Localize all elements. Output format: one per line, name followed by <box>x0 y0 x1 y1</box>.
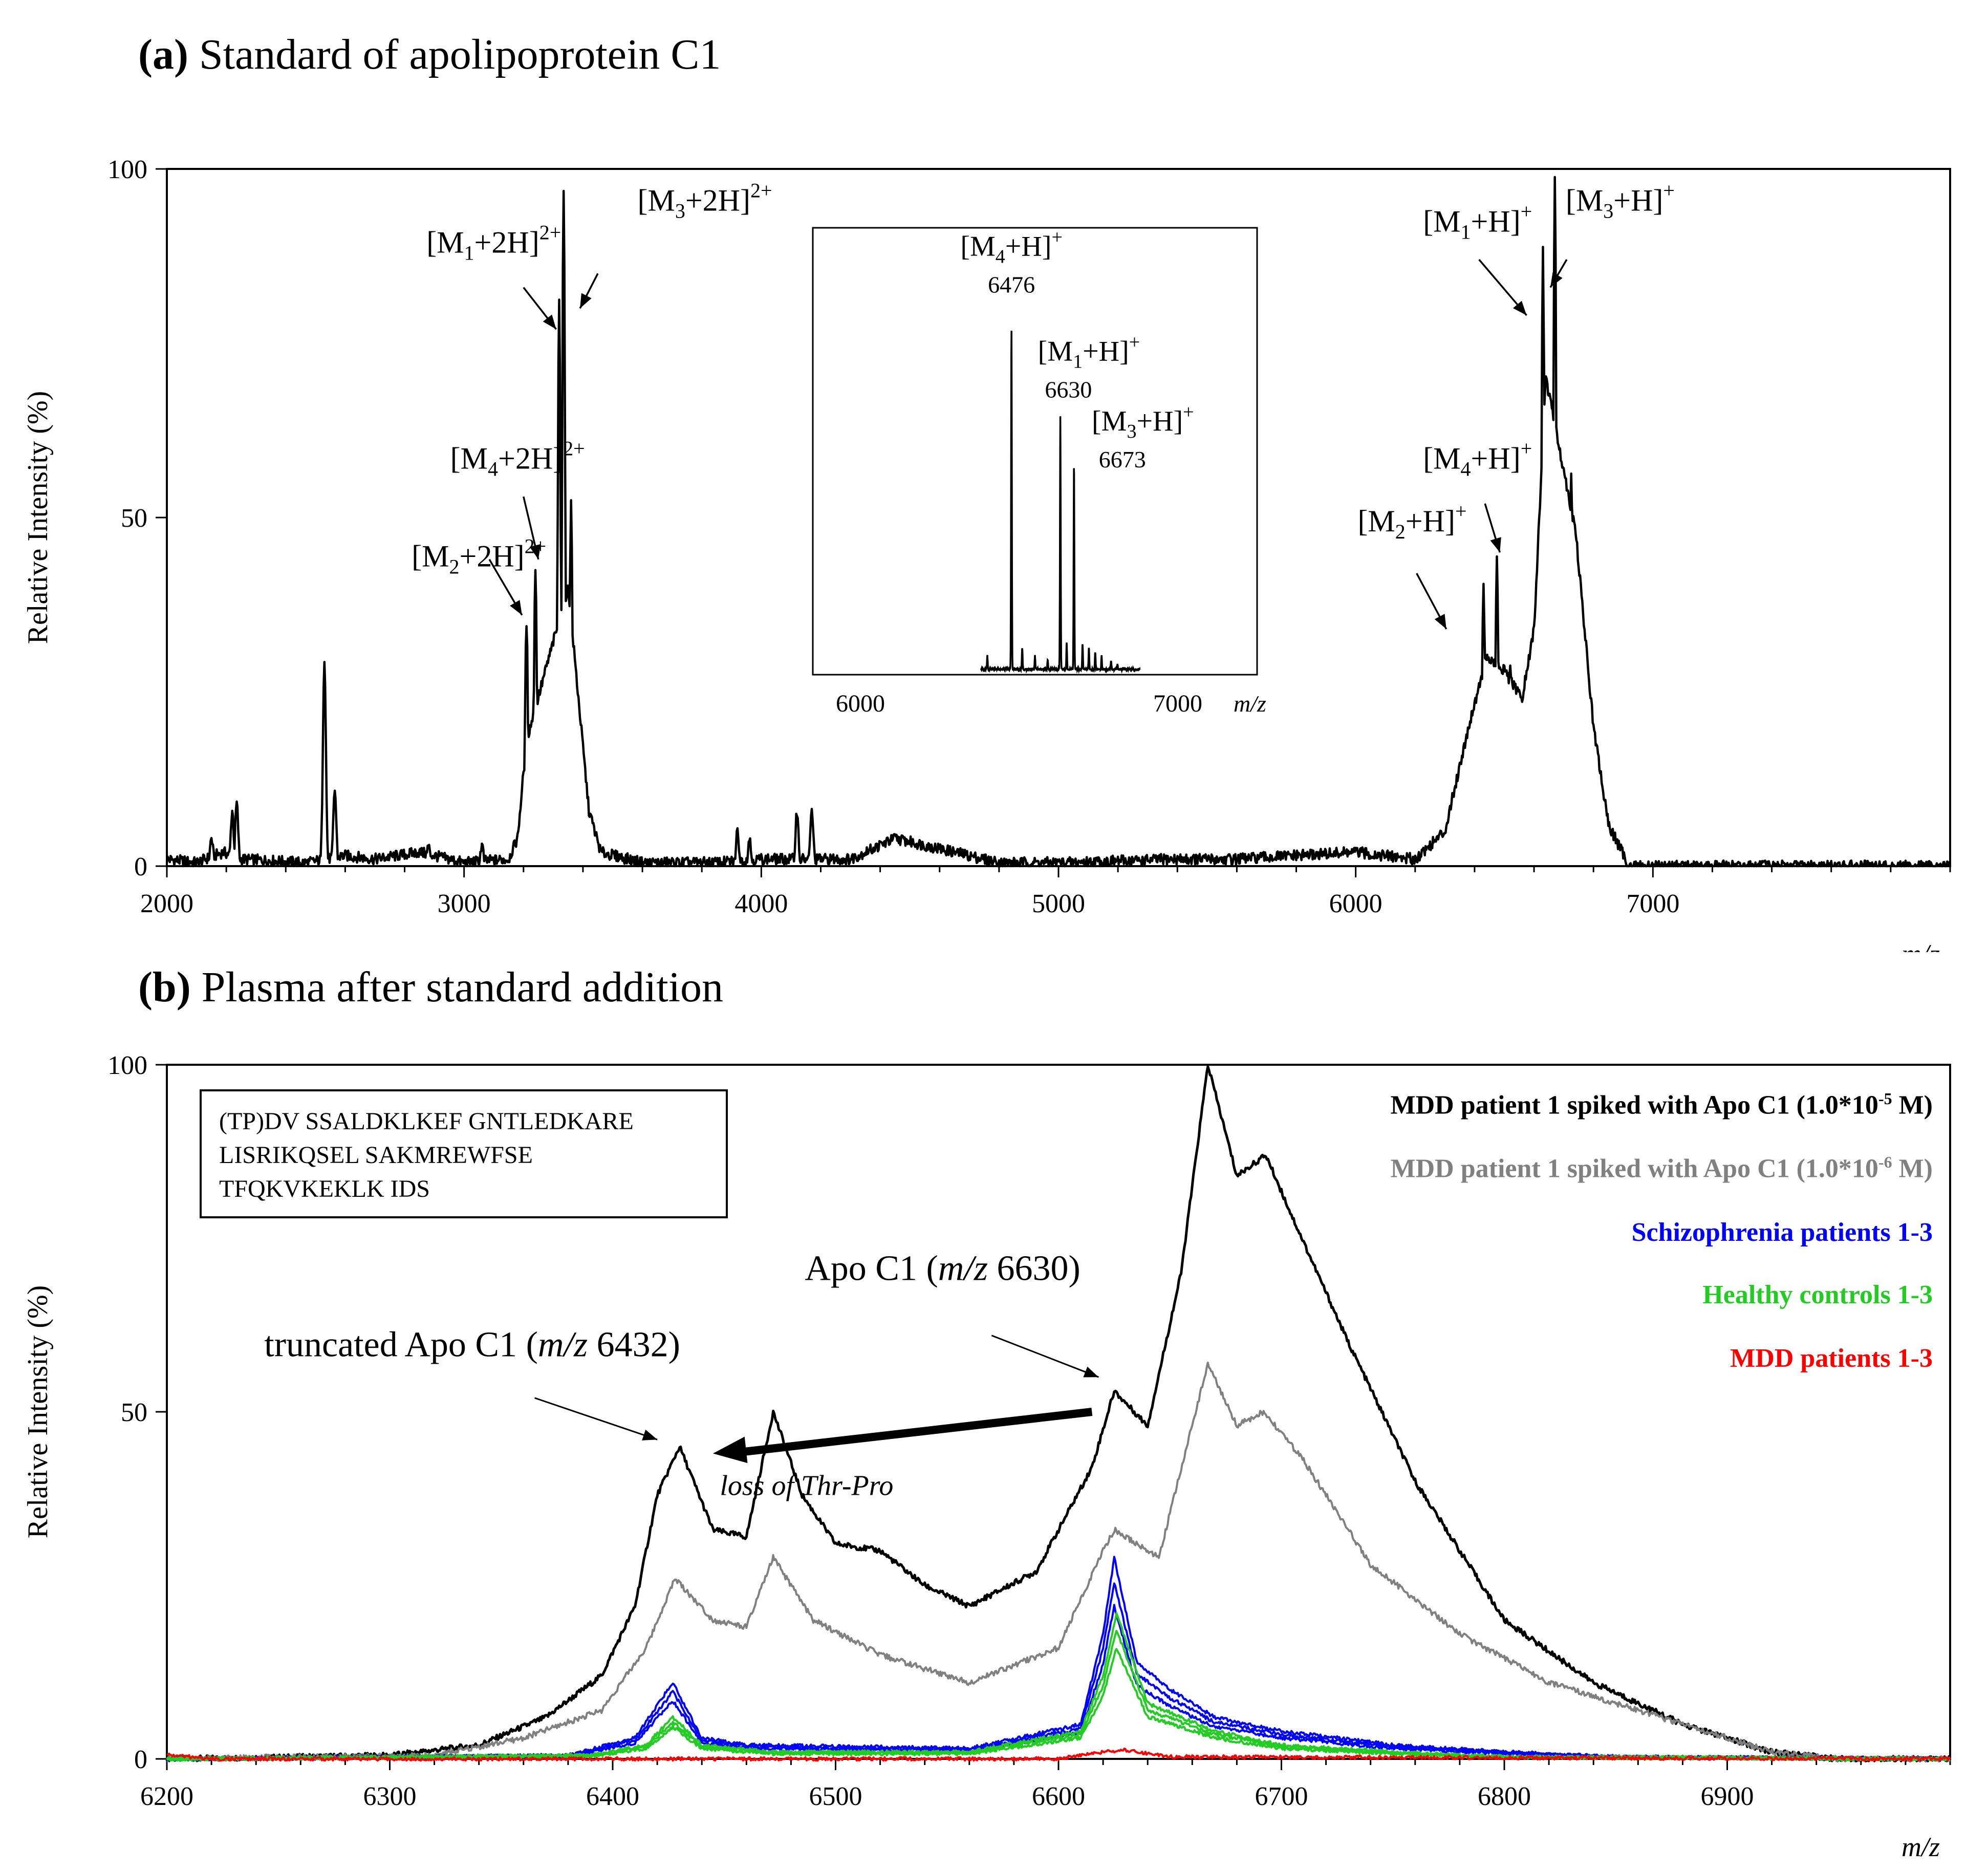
inset-peak-value: 6630 <box>1045 376 1092 402</box>
legend-item-healthy: Healthy controls 1-3 <box>1702 1280 1933 1310</box>
x-tick-label: 6800 <box>1478 1782 1531 1811</box>
x-tick-label: 6400 <box>586 1782 639 1811</box>
x-tick-label: 6200 <box>140 1782 193 1811</box>
annotation-arrow-head <box>1550 272 1563 288</box>
y-tick-label: 50 <box>121 504 147 533</box>
peak-label: [M1+2H]2+ <box>426 221 561 264</box>
inset-axis-label: m/z <box>1234 691 1266 717</box>
annotation-arrow-head <box>580 293 592 309</box>
series-line-2 <box>166 1556 1950 1762</box>
thr-pro-loss-arrow <box>733 1408 1093 1457</box>
x-tick-label: 6500 <box>809 1782 862 1811</box>
inset-tick-label: 7000 <box>1153 690 1202 717</box>
legend-label-tail: M) <box>1892 1090 1933 1120</box>
y-axis-label: Relative Intensity (%) <box>22 1285 54 1539</box>
x-tick-label: 3000 <box>438 889 491 918</box>
loss-label: loss of Thr-Pro <box>720 1470 893 1502</box>
sequence-line: TFQKVKEKLK IDS <box>219 1175 430 1202</box>
chart-a: 2000 3000 4000 5000 6000 7000 0 50 100 Relative I… <box>22 155 1951 952</box>
y-tick-label: 50 <box>121 1398 147 1427</box>
sequence-box: (TP)DV SSALDKLKEF GNTLEDKARE LISRIKQSEL … <box>200 1089 728 1218</box>
annotation-arrow-head <box>1434 614 1446 629</box>
apo-c1-label: Apo C1 (m/z 6630) <box>805 1249 1081 1288</box>
spectrum-a-line <box>165 176 1951 868</box>
annotation-arrow-head <box>642 1429 658 1440</box>
peak-label: [M2+H]+ <box>1357 500 1466 543</box>
panel-a-prefix: (a) <box>138 31 188 78</box>
legend-label: Schizophrenia patients 1-3 <box>1631 1218 1933 1247</box>
annotation-arrow-head <box>510 600 522 615</box>
legend-label: MDD patient 1 spiked with Apo C1 (1.0*10 <box>1390 1154 1878 1184</box>
annotation-arrow-head <box>1490 537 1501 553</box>
chart-b: 6200 6300 6400 6500 6600 6700 6800 6900 0 50 100 Re… <box>22 1051 1951 1862</box>
x-tick-label: 6900 <box>1701 1782 1754 1811</box>
annotation-arrow-head <box>543 314 556 330</box>
x-axis-label: m/z <box>1901 1832 1940 1862</box>
sequence-line: LISRIKQSEL SAKMREWFSE <box>219 1142 533 1169</box>
panel-b-title-text: Plasma after standard addition <box>201 963 724 1011</box>
legend-exponent: -6 <box>1878 1153 1892 1171</box>
inset-tick-label: 6000 <box>836 690 885 717</box>
peak-label: [M2+2H]2+ <box>412 534 546 578</box>
sequence-line: (TP)DV SSALDKLKEF GNTLEDKARE <box>219 1108 634 1135</box>
legend-item-mdd: MDD patients 1-3 <box>1730 1343 1933 1373</box>
annotation-arrow-head <box>529 544 541 560</box>
panel-b-prefix: (b) <box>138 963 191 1011</box>
inset-peak-label: [M4+H]+ <box>960 227 1063 268</box>
legend-item-mdd-spiked-1e-6: MDD patient 1 spiked with Apo C1 (1.0*10… <box>1391 1153 1933 1184</box>
inset-frame <box>812 227 1258 676</box>
inset-spectrum-line <box>980 331 1141 674</box>
legend-label-tail: M) <box>1892 1154 1933 1184</box>
legend-exponent: -5 <box>1878 1089 1892 1108</box>
annotation-arrow-line <box>534 1397 658 1440</box>
x-tick-label: 7000 <box>1626 889 1679 918</box>
truncated-apo-c1-label: truncated Apo C1 (m/z 6432) <box>264 1325 680 1365</box>
legend-label: Healthy controls 1-3 <box>1702 1280 1933 1309</box>
panel-a-title: (a) Standard of apolipoprotein C1 <box>138 30 721 79</box>
y-tick-label: 0 <box>134 1745 147 1774</box>
y-tick-label: 100 <box>107 1051 147 1080</box>
inset-peak-label: [M3+H]+ <box>1092 401 1194 442</box>
series-line-1 <box>167 1361 1951 1762</box>
peak-label: [M3+2H]2+ <box>637 179 772 223</box>
thr-pro-loss-arrow-head <box>712 1436 748 1464</box>
annotation-arrow-line <box>991 1335 1099 1378</box>
x-tick-label: 6600 <box>1032 1782 1085 1811</box>
legend-label: MDD patients 1-3 <box>1730 1344 1933 1373</box>
panel-b-title: (b) Plasma after standard addition <box>138 962 723 1012</box>
series-line-3 <box>166 1648 1951 1761</box>
inset-peak-label: [M1+H]+ <box>1038 331 1140 372</box>
x-tick-label: 2000 <box>140 889 193 918</box>
x-tick-label: 6700 <box>1255 1782 1308 1811</box>
x-tick-label: 6000 <box>1329 889 1382 918</box>
inset-peak-value: 6673 <box>1099 446 1146 472</box>
peak-label: [M1+H]+ <box>1423 200 1532 244</box>
x-tick-label: 4000 <box>734 889 788 918</box>
y-axis-label: Relative Intensity (%) <box>22 391 54 644</box>
panel-a-title-text: Standard of apolipoprotein C1 <box>199 31 721 78</box>
x-tick-label: 6300 <box>363 1782 417 1811</box>
peak-label: [M4+2H]2+ <box>450 437 585 481</box>
legend-item-mdd-spiked-1e-5: MDD patient 1 spiked with Apo C1 (1.0*10… <box>1391 1089 1933 1120</box>
inset-peak-value: 6476 <box>988 272 1035 298</box>
peak-label: [M4+H]+ <box>1423 437 1532 481</box>
series-line-2 <box>166 1582 1951 1762</box>
y-tick-label: 100 <box>107 155 147 184</box>
peak-label: [M3+H]+ <box>1566 179 1675 223</box>
x-axis-label: m/z <box>1901 939 1940 952</box>
legend-item-schizophrenia: Schizophrenia patients 1-3 <box>1632 1217 1933 1248</box>
legend-label: MDD patient 1 spiked with Apo C1 (1.0*10 <box>1390 1090 1878 1120</box>
x-tick-label: 5000 <box>1032 889 1085 918</box>
annotation-arrow-head <box>1083 1366 1099 1378</box>
series-line-4 <box>166 1748 1951 1762</box>
annotation-arrow-head <box>1513 300 1527 316</box>
y-tick-label: 0 <box>134 852 147 881</box>
